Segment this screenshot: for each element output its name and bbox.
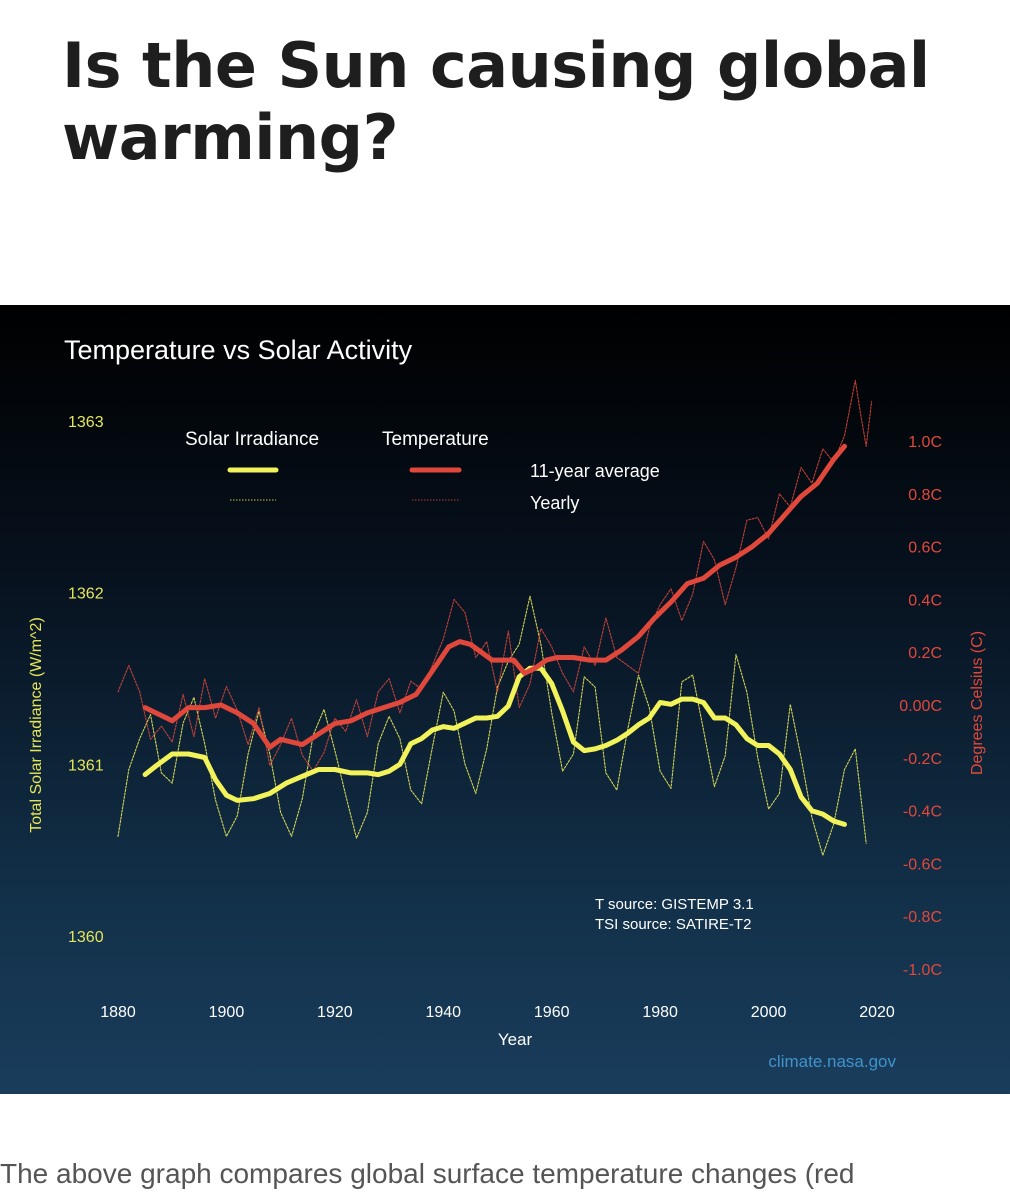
axis-ticks: 1880 1900 1920 1940 1960 1980 2000 2020 1360 1361… bbox=[68, 414, 942, 1021]
x-tick-label: 1960 bbox=[534, 1004, 570, 1021]
x-tick-label: 1940 bbox=[425, 1004, 461, 1021]
temperature-vs-solar-chart: Temperature vs Solar Activity Solar Irra… bbox=[28, 335, 986, 1071]
legend-yearly-label: Yearly bbox=[530, 493, 579, 513]
right-y-tick-label: 0.8C bbox=[908, 487, 942, 504]
legend-solar-heading: Solar Irradiance bbox=[185, 429, 319, 450]
right-y-tick-label: -0.6C bbox=[903, 856, 942, 873]
data-series bbox=[117, 379, 873, 856]
article-body-text: The above graph compares global surface … bbox=[0, 1158, 855, 1189]
credit-link[interactable]: climate.nasa.gov bbox=[768, 1052, 896, 1071]
x-tick-label: 1880 bbox=[100, 1004, 136, 1021]
chart-legend: Solar Irradiance Temperature 11-year ave… bbox=[185, 429, 660, 513]
x-tick-label: 1920 bbox=[317, 1004, 353, 1021]
right-y-tick-label: 0.00C bbox=[899, 698, 942, 715]
legend-average-label: 11-year average bbox=[530, 461, 660, 481]
x-tick-label: 1980 bbox=[642, 1004, 678, 1021]
right-y-tick-label: -0.2C bbox=[903, 751, 942, 768]
x-tick-label: 2020 bbox=[859, 1004, 895, 1021]
left-y-tick-label: 1361 bbox=[68, 757, 104, 774]
right-y-tick-label: -1.0C bbox=[903, 962, 942, 979]
article-headline: Is the Sun causing global warming? bbox=[62, 29, 930, 174]
x-tick-label: 2000 bbox=[751, 1004, 787, 1021]
right-y-tick-label: 0.2C bbox=[908, 645, 942, 662]
right-y-tick-label: 1.0C bbox=[908, 434, 942, 451]
left-y-tick-label: 1363 bbox=[68, 414, 104, 431]
y-axis-left-label: Total Solar Irradiance (W/m^2) bbox=[28, 617, 45, 833]
source-annotation-tsi: TSI source: SATIRE-T2 bbox=[595, 916, 751, 933]
right-y-tick-label: 0.4C bbox=[908, 592, 942, 609]
y-axis-right-label: Degrees Celsius (C) bbox=[969, 631, 986, 775]
x-axis-label: Year bbox=[498, 1030, 533, 1049]
chart-panel: Temperature vs Solar Activity Solar Irra… bbox=[0, 305, 1010, 1094]
temperature-average-line bbox=[142, 443, 847, 750]
right-y-tick-label: 0.6C bbox=[908, 540, 942, 557]
solar-yearly-line bbox=[117, 595, 867, 856]
left-y-tick-label: 1362 bbox=[68, 586, 104, 603]
chart-title: Temperature vs Solar Activity bbox=[64, 335, 413, 365]
x-tick-label: 1900 bbox=[209, 1004, 245, 1021]
left-y-tick-label: 1360 bbox=[68, 929, 104, 946]
right-y-tick-label: -0.8C bbox=[903, 909, 942, 926]
right-y-tick-label: -0.4C bbox=[903, 804, 942, 821]
source-annotation-temperature: T source: GISTEMP 3.1 bbox=[595, 896, 754, 913]
legend-temperature-heading: Temperature bbox=[382, 429, 489, 450]
